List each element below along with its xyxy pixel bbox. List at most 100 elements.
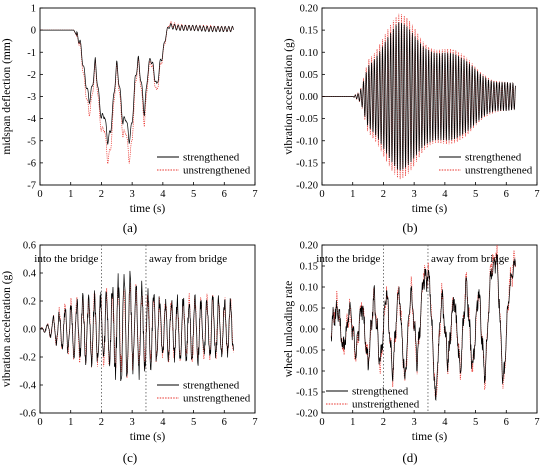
y-tick-label: -0.05 <box>296 346 318 357</box>
legend-label: strengthened <box>183 380 240 392</box>
y-tick-label: -0.15 <box>296 388 318 399</box>
y-tick-label: 0.00 <box>300 92 318 103</box>
chart-panel-b: 0 1 2 3 4 5 6 7 0.20 0.15 0.10 0.05 0.00 -0.05 -0.10 -0… <box>283 4 540 236</box>
series-line-strengthened <box>40 23 234 146</box>
panel-label: (d) <box>402 450 417 465</box>
y-tick-label: 0.20 <box>300 4 318 15</box>
x-tick-label: 0 <box>319 189 324 200</box>
x-tick-label: 2 <box>99 189 104 200</box>
y-tick-label: 0.15 <box>300 26 318 37</box>
y-tick-label: -3 <box>27 92 36 103</box>
x-tick-label: 6 <box>504 189 509 200</box>
y-tick-label: -0.10 <box>296 367 318 378</box>
y-tick-label: 0.00 <box>300 325 318 336</box>
series-line-strengthened <box>40 270 234 382</box>
x-tick-label: 5 <box>473 189 478 200</box>
y-tick-label: 0.2 <box>23 297 36 308</box>
y-tick-label: -0.6 <box>19 409 36 420</box>
legend-label: strengthened <box>352 386 409 398</box>
x-tick-label: 7 <box>252 189 257 200</box>
x-tick-label: 1 <box>68 189 73 200</box>
x-tick-label: 2 <box>381 189 386 200</box>
y-tick-label: 0.15 <box>300 262 318 273</box>
x-tick-label: 7 <box>534 189 539 200</box>
y-tick-label: -6 <box>27 158 36 169</box>
y-tick-label: -7 <box>27 181 36 192</box>
y-tick-label: 1 <box>31 4 36 15</box>
x-axis-label: time (s) <box>130 431 166 443</box>
event-annotation: away from bridge <box>149 253 227 265</box>
y-tick-label: 0.05 <box>300 304 318 315</box>
x-axis-label: time (s) <box>130 203 166 215</box>
x-tick-label: 5 <box>191 189 196 200</box>
x-tick-label: 7 <box>252 417 257 428</box>
y-tick-label: -0.20 <box>296 181 318 192</box>
y-tick-label: -4 <box>27 114 36 125</box>
series-line-unstrengthened <box>322 13 516 180</box>
y-tick-label: -0.05 <box>296 114 318 125</box>
x-tick-label: 4 <box>442 189 448 200</box>
y-tick-label: 0.6 <box>23 241 36 252</box>
x-tick-label: 0 <box>37 417 42 428</box>
y-axis-label: wheel unloading rate <box>283 281 295 377</box>
x-tick-label: 1 <box>350 189 355 200</box>
legend-label: unstrengthened <box>183 165 251 177</box>
legend-label: unstrengthened <box>352 399 420 411</box>
event-annotation: into the bridge <box>34 253 98 265</box>
legend-label: unstrengthened <box>465 165 533 177</box>
x-tick-label: 0 <box>319 417 324 428</box>
x-tick-label: 4 <box>160 189 166 200</box>
x-tick-label: 6 <box>222 417 227 428</box>
y-tick-label: 0.0 <box>23 325 36 336</box>
event-annotation: away from bridge <box>431 253 509 265</box>
y-tick-label: 0.20 <box>300 241 318 252</box>
x-tick-label: 6 <box>222 189 227 200</box>
x-tick-label: 3 <box>130 189 135 200</box>
y-tick-label: -1 <box>27 48 36 59</box>
y-tick-label: -0.20 <box>296 409 318 420</box>
y-tick-label: -2 <box>27 70 36 81</box>
event-annotation: into the bridge <box>316 253 380 265</box>
chart-panel-c: 0 1 2 3 4 5 6 7 0.6 0.4 0.2 0.0 -0.2 -0.4 -0.6 time (s)… <box>1 241 258 466</box>
legend-label: strengthened <box>183 152 240 164</box>
y-tick-label: 0.4 <box>23 269 37 280</box>
y-tick-label: 0.10 <box>300 48 318 59</box>
series-line-unstrengthened <box>40 21 234 166</box>
series-line-strengthened <box>322 22 516 171</box>
y-tick-label: -5 <box>27 136 36 147</box>
x-tick-label: 6 <box>504 417 509 428</box>
y-tick-label: -0.2 <box>19 353 36 364</box>
panel-label: (b) <box>402 220 417 235</box>
panel-label: (c) <box>123 450 137 465</box>
x-tick-label: 0 <box>37 189 42 200</box>
x-tick-label: 2 <box>99 417 104 428</box>
x-tick-label: 3 <box>130 417 135 428</box>
x-tick-label: 4 <box>160 417 166 428</box>
y-tick-label: 0.05 <box>300 70 318 81</box>
series-line-strengthened <box>330 253 516 402</box>
legend-label: strengthened <box>465 152 522 164</box>
chart-panel-d: 0 1 2 3 4 5 6 7 0.20 0.15 0.10 0.05 0.00 -0.05 -0.10 -0… <box>283 241 540 466</box>
y-axis-label: vibration acceleration (g) <box>1 271 13 387</box>
x-tick-label: 1 <box>68 417 73 428</box>
x-tick-label: 5 <box>473 417 478 428</box>
x-tick-label: 2 <box>381 417 386 428</box>
y-tick-label: 0 <box>31 26 36 37</box>
x-tick-label: 5 <box>191 417 196 428</box>
y-tick-label: 0.10 <box>300 283 318 294</box>
legend-label: unstrengthened <box>183 393 251 405</box>
x-tick-label: 3 <box>412 189 417 200</box>
y-tick-label: -0.15 <box>296 158 318 169</box>
y-tick-label: -0.10 <box>296 136 318 147</box>
y-axis-label: vibration acceleration (g) <box>283 38 295 154</box>
y-axis-label: midspan deflection (mm) <box>1 38 13 154</box>
x-tick-label: 3 <box>412 417 417 428</box>
series-line-unstrengthened <box>330 245 516 398</box>
x-tick-label: 1 <box>350 417 355 428</box>
x-axis-label: time (s) <box>412 431 448 443</box>
panel-label: (a) <box>123 220 137 235</box>
chart-panel-a: 0 1 2 3 4 5 6 7 1 0 -1 -2 -3 -4 -5 -6 -7 time (s) midspan … <box>1 4 258 236</box>
x-tick-label: 7 <box>534 417 539 428</box>
y-tick-label: -0.4 <box>19 381 36 392</box>
x-axis-label: time (s) <box>412 203 448 215</box>
